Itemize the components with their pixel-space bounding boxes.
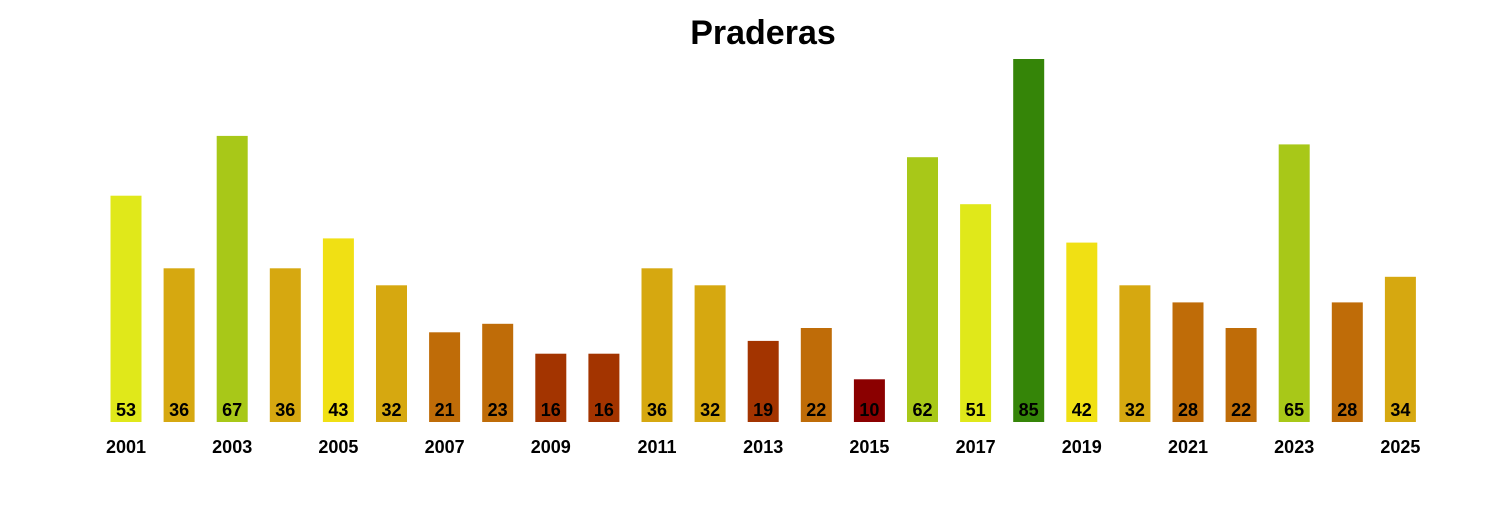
value-label-2012: 32 <box>700 400 720 420</box>
x-tick-label-2005: 2005 <box>318 437 358 457</box>
value-label-2008: 23 <box>488 400 508 420</box>
bar-2019 <box>1066 242 1098 422</box>
bar-2010 <box>588 353 620 422</box>
value-label-2019: 42 <box>1072 400 1092 420</box>
x-tick-label-2019: 2019 <box>1062 437 1102 457</box>
x-tick-label-2015: 2015 <box>849 437 889 457</box>
bar-2001 <box>110 195 142 422</box>
value-label-2021: 28 <box>1178 400 1198 420</box>
bar-2008 <box>482 323 514 422</box>
value-label-2015: 10 <box>859 400 879 420</box>
bar-2021 <box>1172 302 1204 422</box>
x-tick-label-2017: 2017 <box>956 437 996 457</box>
bar-2014 <box>800 328 832 422</box>
value-label-2016: 62 <box>912 400 932 420</box>
value-label-2020: 32 <box>1125 400 1145 420</box>
bar-2017 <box>960 204 992 422</box>
value-label-2024: 28 <box>1337 400 1357 420</box>
bar-2025 <box>1384 276 1416 422</box>
bar-2006 <box>376 285 407 422</box>
value-label-2010: 16 <box>594 400 614 420</box>
bar-2018 <box>1013 59 1045 422</box>
bar-2022 <box>1225 328 1257 422</box>
bar-2005 <box>322 238 354 422</box>
bar-2023 <box>1278 144 1310 422</box>
value-label-2011: 36 <box>647 400 667 420</box>
value-label-2023: 65 <box>1284 400 1304 420</box>
bar-2003 <box>216 135 248 422</box>
value-label-2025: 34 <box>1390 400 1410 420</box>
x-tick-label-2025: 2025 <box>1380 437 1420 457</box>
x-tick-label-2001: 2001 <box>106 437 146 457</box>
value-label-2006: 32 <box>381 400 401 420</box>
bars-group <box>110 59 1416 422</box>
value-label-2022: 22 <box>1231 400 1251 420</box>
bar-2016 <box>907 157 938 422</box>
x-tick-label-2007: 2007 <box>425 437 465 457</box>
value-label-2004: 36 <box>275 400 295 420</box>
value-label-2017: 51 <box>966 400 986 420</box>
bar-2020 <box>1119 285 1151 422</box>
bar-2004 <box>269 268 301 422</box>
x-tick-label-2013: 2013 <box>743 437 783 457</box>
value-label-2001: 53 <box>116 400 136 420</box>
value-label-2009: 16 <box>541 400 561 420</box>
x-tick-label-2023: 2023 <box>1274 437 1314 457</box>
bar-2012 <box>694 285 726 422</box>
bar-2024 <box>1331 302 1363 422</box>
value-label-2013: 19 <box>753 400 773 420</box>
x-tick-label-2009: 2009 <box>531 437 571 457</box>
bar-2011 <box>641 268 673 422</box>
bar-2015 <box>853 379 885 422</box>
value-label-2014: 22 <box>806 400 826 420</box>
chart-title: Praderas <box>690 14 836 52</box>
value-label-2007: 21 <box>435 400 455 420</box>
x-tick-label-2003: 2003 <box>212 437 252 457</box>
value-label-2003: 67 <box>222 400 242 420</box>
bar-2007 <box>429 332 461 422</box>
value-label-2002: 36 <box>169 400 189 420</box>
value-label-2018: 85 <box>1019 400 1039 420</box>
bar-2002 <box>163 268 195 422</box>
x-axis-tick-labels: 2001 2003 2005 2007 2009 2011 2013 2015 2017 2019… <box>106 437 1420 457</box>
value-labels-group: 53 36 67 36 43 32 21 23 16 16 36 32 19 22 10 62 51 85 42 32… <box>116 400 1410 420</box>
bar-2009 <box>535 353 567 422</box>
x-tick-label-2021: 2021 <box>1168 437 1208 457</box>
x-tick-label-2011: 2011 <box>637 437 676 457</box>
value-label-2005: 43 <box>328 400 348 420</box>
bar-2013 <box>747 340 779 422</box>
